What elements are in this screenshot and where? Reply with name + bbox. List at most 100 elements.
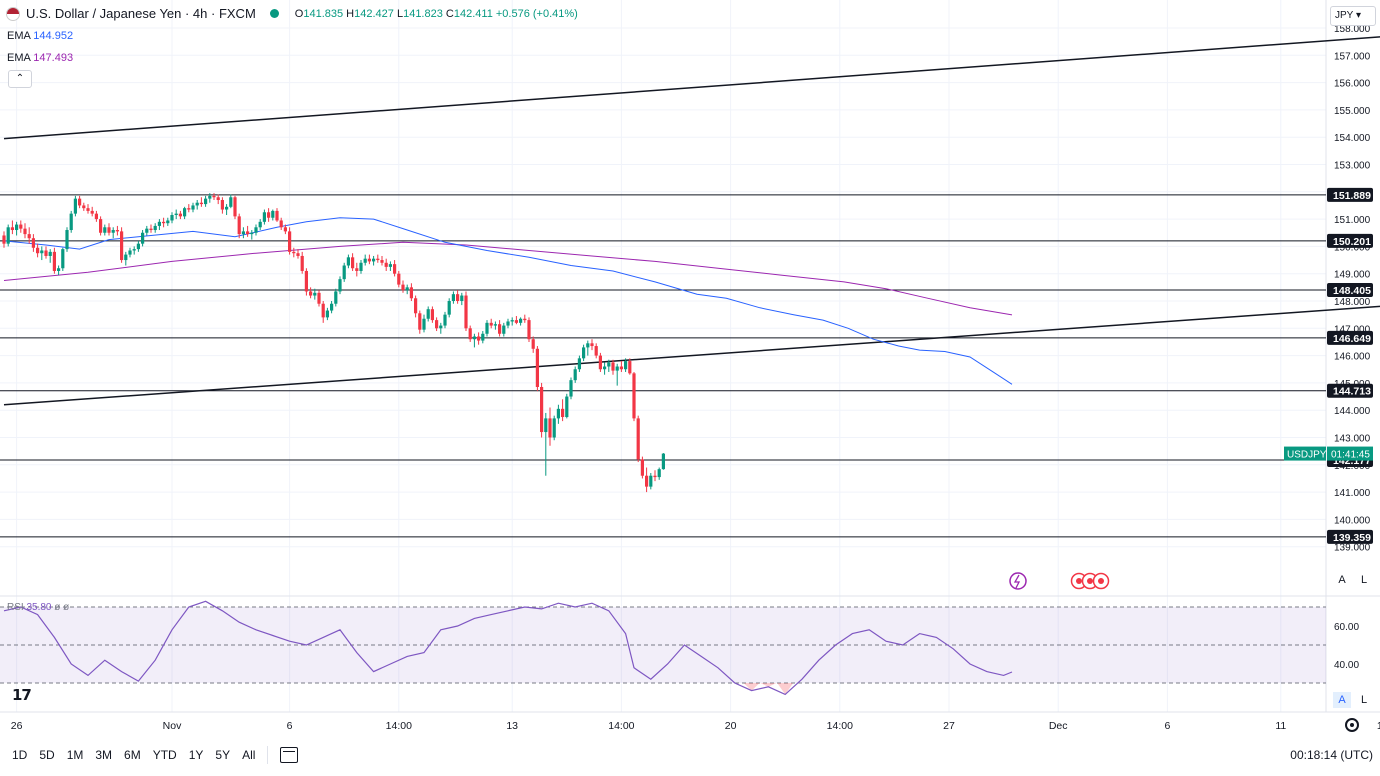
candle	[351, 253, 355, 271]
candle-body	[220, 199, 224, 210]
collapse-legend-button[interactable]: ⌃	[8, 70, 32, 88]
candle	[372, 255, 376, 266]
range-3m-button[interactable]: 3M	[95, 748, 113, 762]
candle-body	[464, 295, 468, 329]
candle-body	[15, 224, 19, 231]
candle-body	[292, 251, 296, 254]
price-log-scale-button[interactable]: L	[1360, 574, 1368, 586]
rsi-tick-label: 40.00	[1334, 660, 1359, 671]
rsi-tick-label: 60.00	[1334, 622, 1359, 633]
candle-body	[73, 198, 77, 214]
candle	[313, 288, 317, 300]
candle-body	[548, 418, 552, 438]
candle	[611, 359, 615, 375]
candle-body	[296, 253, 300, 256]
candle-body	[477, 336, 481, 341]
candle	[27, 227, 31, 244]
grid	[0, 0, 1326, 712]
range-1d-button[interactable]: 1D	[12, 748, 28, 762]
price-tick-label: 141.000	[1334, 488, 1371, 499]
level-tag-bg	[1327, 330, 1373, 345]
candle	[573, 366, 577, 383]
calendar-icon[interactable]	[280, 747, 299, 763]
candle-body	[86, 208, 90, 211]
ohlc-readout: O141.835 H142.427 L141.823 C142.411 +0.5…	[294, 7, 578, 20]
candle-body	[430, 309, 434, 321]
candle	[624, 358, 628, 372]
ema-fast-legend[interactable]: EMA 144.952	[7, 30, 74, 42]
candle-body	[166, 220, 170, 224]
candle	[653, 470, 657, 482]
candle-body	[544, 418, 548, 433]
rsi-line	[3, 600, 1013, 696]
candle-body	[132, 249, 136, 251]
range-6m-button[interactable]: 6M	[124, 748, 141, 762]
price-tick-label: 140.000	[1334, 515, 1371, 526]
last-price-tag: USDJPY 01:41:45	[1284, 446, 1373, 461]
range-5y-button[interactable]: 5Y	[215, 748, 231, 762]
price-tick-label: 143.000	[1334, 434, 1371, 445]
candle-body	[632, 373, 636, 419]
candle-body	[174, 213, 178, 216]
candle	[548, 407, 552, 446]
candle-body	[468, 328, 472, 340]
candle-body	[590, 343, 594, 347]
candle	[464, 291, 468, 332]
candle	[380, 255, 384, 266]
rsi-auto-scale-button[interactable]: A	[1333, 692, 1351, 708]
candle	[317, 290, 321, 307]
utc-clock[interactable]: 00:18:14 (UTC)	[1290, 748, 1373, 762]
candle-body	[10, 227, 14, 231]
rsi-pane: 40.00 60.00	[0, 600, 1359, 696]
candle	[309, 287, 313, 299]
candle	[288, 227, 292, 255]
candle-body	[57, 268, 61, 271]
currency-selector[interactable]: JPY ▾	[1330, 6, 1376, 26]
candle-body	[216, 197, 220, 200]
candle-body	[510, 320, 514, 322]
price-chart[interactable]: 139.000140.000141.000142.000143.000144.0…	[0, 0, 1380, 740]
time-tick-label: 6	[1164, 720, 1170, 732]
price-tick-label: 149.000	[1334, 270, 1371, 281]
range-1y-button[interactable]: 1Y	[188, 748, 204, 762]
price-auto-scale-button[interactable]: A	[1338, 574, 1346, 586]
time-tick-label: 14:00	[386, 720, 412, 732]
time-tick-label: 11	[1275, 720, 1286, 732]
candle-body	[19, 224, 23, 229]
candle-body	[552, 418, 556, 438]
symbol-title[interactable]: U.S. Dollar / Japanese Yen · 4h · FXCM	[26, 6, 256, 21]
price-axis: 139.000140.000141.000142.000143.000144.0…	[1284, 24, 1373, 554]
candle	[460, 292, 464, 306]
candle-body	[565, 396, 569, 418]
candle-body	[233, 197, 237, 217]
candle	[204, 195, 208, 207]
candle	[23, 223, 27, 239]
level-price-tag: 139.359	[1327, 529, 1373, 544]
candle	[439, 322, 443, 334]
range-ytd-button[interactable]: YTD	[152, 748, 177, 762]
rsi-log-scale-button[interactable]: L	[1360, 694, 1368, 706]
range-all-button[interactable]: All	[242, 748, 256, 762]
rsi-legend[interactable]: RSI 35.80 ø ø	[7, 602, 70, 613]
level-tag-text: 144.713	[1333, 386, 1371, 398]
price-tick-label: 144.000	[1334, 406, 1371, 417]
candle-body	[514, 320, 518, 323]
candle	[502, 322, 506, 337]
candle-body	[611, 362, 615, 371]
price-tick-label: 151.000	[1334, 215, 1371, 226]
candles	[2, 193, 665, 493]
candle	[250, 230, 254, 240]
candle	[594, 343, 598, 359]
candle-body	[36, 247, 40, 254]
candle-body	[519, 318, 523, 323]
economic-event-icon	[1087, 578, 1093, 584]
candle	[183, 206, 187, 220]
candle	[132, 246, 136, 255]
candle	[397, 270, 401, 288]
gear-icon[interactable]	[1345, 718, 1359, 732]
range-1m-button[interactable]: 1M	[66, 748, 84, 762]
candle-body	[120, 231, 124, 261]
ema-slow-legend[interactable]: EMA 147.493	[7, 52, 74, 64]
candle	[69, 210, 73, 233]
range-5d-button[interactable]: 5D	[39, 748, 55, 762]
